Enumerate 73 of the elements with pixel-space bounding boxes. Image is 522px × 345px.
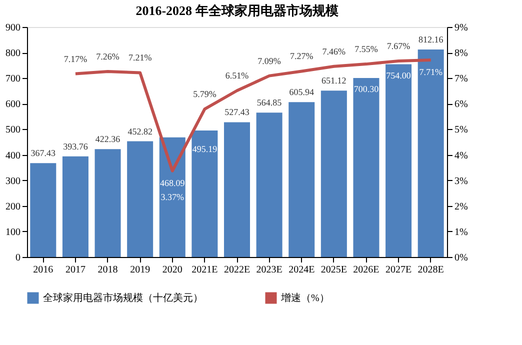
y-tick-label: 300: [6, 176, 20, 187]
data-label: 7.26%: [96, 51, 120, 62]
data-label: 700.30: [354, 84, 380, 94]
x-tick-label: 2022E: [224, 264, 250, 276]
y-tick-label: 500: [6, 124, 20, 136]
data-label: 6.51%: [225, 70, 250, 81]
x-tick-label: 2019: [130, 264, 150, 276]
x-tick-label: 2017: [65, 264, 86, 276]
y2-tick-label: 2%: [454, 201, 468, 212]
y2-tick-label: 3%: [454, 176, 468, 187]
y2-tick-label: 6%: [454, 99, 468, 110]
bar: [94, 149, 121, 257]
bar: [320, 90, 347, 257]
bar: [256, 112, 282, 257]
legend-label: 增速（%）: [280, 292, 330, 304]
bar: [386, 64, 412, 257]
data-label: 7.46%: [322, 46, 346, 56]
y2-tick-label: 1%: [454, 226, 468, 238]
y-tick-label: 100: [6, 226, 20, 238]
x-tick-label: 2024E: [288, 264, 315, 276]
data-label: 495.19: [192, 144, 218, 154]
chart-title: 2016-2028 年全球家用电器市场规模: [136, 3, 338, 18]
y-tick-label: 700: [6, 74, 20, 85]
x-tick-label: 2025E: [320, 264, 347, 276]
x-tick-label: 2028E: [418, 264, 444, 276]
x-tick-label: 2020: [162, 264, 182, 276]
bar: [288, 102, 315, 257]
data-label: 812.16: [418, 34, 444, 44]
bar: [224, 122, 250, 257]
y2-tick-label: 8%: [454, 48, 468, 60]
data-label: 452.82: [128, 126, 152, 136]
data-label: 5.79%: [193, 89, 217, 100]
data-label: 367.43: [30, 148, 56, 158]
data-label: 7.55%: [354, 44, 378, 54]
y2-tick-label: 9%: [454, 22, 468, 34]
bar: [353, 78, 380, 257]
data-label: 527.43: [224, 107, 250, 118]
data-label: 754.00: [386, 70, 412, 80]
x-tick-label: 2023E: [256, 264, 282, 276]
x-tick-label: 2016: [33, 264, 54, 276]
bar: [418, 49, 444, 257]
y-tick-label: 600: [6, 99, 20, 110]
data-label: 564.85: [256, 98, 282, 108]
y2-tick-label: 7%: [454, 74, 468, 85]
data-label: 7.09%: [258, 56, 282, 66]
bar: [127, 141, 154, 257]
data-label: 3.37%: [160, 192, 185, 202]
data-label: 468.09: [160, 178, 186, 188]
bar: [30, 163, 56, 257]
y-tick-label: 900: [6, 22, 20, 34]
y-tick-label: 200: [6, 201, 20, 212]
y2-tick-label: 0%: [454, 252, 468, 264]
data-label: 7.17%: [64, 54, 88, 64]
y2-tick-label: 4%: [454, 150, 468, 162]
data-label: 393.76: [63, 141, 88, 152]
data-label: 7.67%: [386, 40, 411, 51]
data-label: 605.94: [289, 87, 314, 98]
y-tick-label: 800: [6, 48, 20, 60]
y2-tick-label: 5%: [454, 124, 468, 136]
data-label: 422.36: [95, 134, 121, 144]
legend-label: 全球家用电器市场规模（十亿美元）: [43, 292, 203, 304]
bar: [192, 130, 218, 257]
data-label: 7.27%: [290, 51, 314, 62]
data-label: 651.12: [322, 76, 346, 86]
bar: [62, 156, 88, 257]
y-tick-label: 400: [6, 150, 20, 162]
data-label: 7.21%: [128, 52, 152, 63]
x-tick-label: 2026E: [353, 264, 380, 276]
y-tick-label: 0: [16, 252, 20, 264]
x-tick-label: 2018: [98, 264, 118, 276]
x-tick-label: 2027E: [385, 264, 412, 276]
data-label: 7.71%: [419, 66, 443, 77]
x-tick-label: 2021E: [192, 264, 218, 276]
